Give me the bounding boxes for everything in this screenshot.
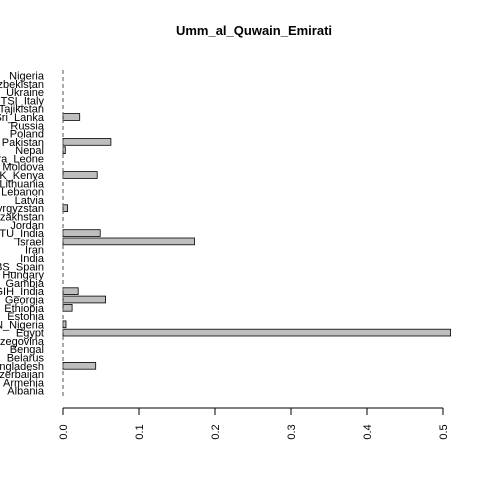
x-tick-label: 0.0 [58,424,70,439]
x-tick-label: 0.2 [210,424,222,439]
category-label: Nepal [15,145,44,157]
category-label: Georgia [5,295,45,307]
category-label: Israel [17,236,44,248]
category-label: Russia [10,120,45,132]
category-label: ESN_Nigeria [0,319,45,331]
x-tick-label: 0.4 [362,424,374,439]
category-label: GIH_India [0,286,45,298]
category-label: Jordan [10,220,44,232]
category-label: Nigeria [9,71,45,83]
category-label: IBS_Spain [0,261,44,273]
bars-group [62,113,452,370]
category-label: Uzbekistan [0,79,44,91]
bar-israel [62,237,195,246]
category-label: Herzegovina [0,336,45,348]
category-label: Gambia [5,278,44,290]
x-tick-label: 0.1 [134,424,146,439]
x-tick-label: 0.5 [438,424,450,439]
category-label: Ethiopia [4,303,45,315]
category-label: Egypt [16,328,44,340]
category-label: Hungary [2,270,44,282]
category-label: Moldova [2,162,44,174]
category-label: Bengal [10,344,44,356]
bar-itu-india [62,229,101,237]
x-tick-label: 0.3 [286,424,298,439]
category-label: STU_Sri_Lanka [0,112,45,124]
bar-lwk-kenya [62,171,98,179]
category-label: Iran [25,245,44,257]
category-labels: AlbaniaArmeniaAzerbaijanBangladeshBelaru… [0,71,45,398]
category-label: Tajikistan [0,104,44,116]
category-label: Lebanon [1,187,44,199]
category-label: Poland [10,129,44,141]
category-label: Kazakhstan [0,212,44,224]
bar-pakistan [62,138,112,146]
category-label: Armenia [3,377,45,389]
category-label: India [20,253,45,265]
category-label: Azerbaijan [0,369,44,381]
category-label: Ukraine [6,87,44,99]
category-label: Pakistan [2,137,44,149]
category-label: Latvia [15,195,45,207]
chart-title: Umm_al_Quwain_Emirati [176,23,332,38]
category-label: Bangladesh [0,361,44,373]
category-label: TSI_Italy [1,95,45,107]
bar-bangladesh [62,361,97,370]
x-axis: 0.0 0.1 0.2 0.3 0.4 0.5 [58,407,450,440]
bar-ethiopia [62,303,73,312]
category-label: Estonia [7,311,45,323]
category-label: Belarus [7,353,45,365]
bar-stu-sri-lanka [62,113,81,121]
category-label: Lithuania [0,178,45,190]
bar-georgia [62,295,106,304]
category-label: ITU_India [0,228,45,240]
category-label: MSL_Sierra_Leone [0,153,44,165]
bar-egypt [62,328,452,337]
category-label: Albania [7,386,45,398]
bar-gih-india [62,287,79,295]
category-label: Kyrgyzstan [0,203,44,215]
bar-kyrgyzstan [62,204,68,213]
category-label: LWK_Kenya [0,170,45,182]
